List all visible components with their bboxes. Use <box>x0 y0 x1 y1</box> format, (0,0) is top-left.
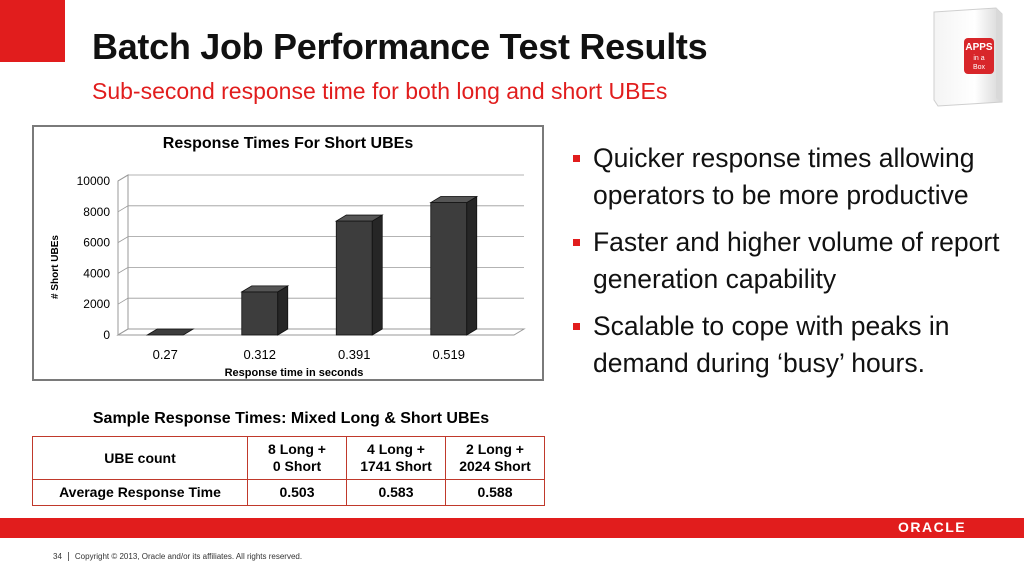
chart-y-tick-label: 4000 <box>83 266 110 280</box>
apps-in-a-box-icon: APPS in a Box <box>933 7 1003 107</box>
bullet-square-icon <box>573 239 580 246</box>
slide-title: Batch Job Performance Test Results <box>92 26 708 67</box>
chart-bar-top <box>334 214 384 222</box>
chart-title: Response Times For Short UBEs <box>163 135 414 152</box>
bar-chart: Response Times For Short UBEs # Short UB… <box>32 125 544 381</box>
copyright: Copyright © 2013, Oracle and/or its affi… <box>74 552 303 561</box>
table-cell: 0.583 <box>346 479 446 506</box>
header-line: 0 Short <box>272 458 322 474</box>
bar-chart-svg: Response Times For Short UBEs # Short UB… <box>50 135 526 379</box>
badge-line3: Box <box>973 64 986 71</box>
footer: 34 Copyright © 2013, Oracle and/or its af… <box>53 552 303 562</box>
table-row-label: Average Response Time <box>32 479 248 506</box>
chart-bar-side <box>371 214 383 336</box>
chart-gridline <box>117 205 524 213</box>
bullet-item: Quicker response times allowing operator… <box>573 140 1003 214</box>
table-row: Average Response Time 0.503 0.583 0.588 <box>32 479 545 506</box>
table-header-cell: 2 Long +2024 Short <box>445 436 545 480</box>
chart-gridline <box>117 328 524 336</box>
chart-x-tick-label: 0.519 <box>432 347 465 362</box>
bullet-text: Scalable to cope with peaks in demand du… <box>593 311 950 378</box>
chart-gridline <box>117 174 524 182</box>
header-line: 1741 Short <box>360 458 432 474</box>
chart-y-tick-label: 10000 <box>77 174 111 188</box>
bullet-list: Quicker response times allowing operator… <box>573 140 1003 392</box>
bullet-item: Scalable to cope with peaks in demand du… <box>573 308 1003 382</box>
chart-bar-side <box>277 285 289 336</box>
chart-y-tick-label: 8000 <box>83 205 110 219</box>
header-line: 2024 Short <box>459 458 531 474</box>
footer-red-bar <box>0 518 1024 538</box>
header-line: 4 Long + <box>367 441 425 457</box>
bullet-square-icon <box>573 323 580 330</box>
table-header-row: UBE count 8 Long +0 Short 4 Long +1741 S… <box>32 436 545 480</box>
footer-divider <box>67 552 69 562</box>
chart-bar-top <box>240 285 290 293</box>
chart-y-axis-label: # Short UBEs <box>50 235 61 299</box>
chart-y-tick-label: 0 <box>103 328 110 342</box>
table-title: Sample Response Times: Mixed Long & Shor… <box>92 410 490 427</box>
table-cell: 0.588 <box>445 479 545 506</box>
brand-red-block <box>0 0 65 62</box>
bullet-text: Quicker response times allowing operator… <box>593 143 975 210</box>
chart-y-tick-label: 2000 <box>83 297 110 311</box>
chart-gridline <box>117 236 524 243</box>
bullet-item: Faster and higher volume of report gener… <box>573 224 1003 298</box>
chart-x-tick-label: 0.27 <box>153 347 178 362</box>
chart-bar <box>430 202 468 336</box>
chart-bar <box>335 220 373 336</box>
badge-line2: in a <box>973 55 984 62</box>
table-header-cell: UBE count <box>32 436 248 480</box>
chart-gridline <box>117 266 524 274</box>
bullet-text: Faster and higher volume of report gener… <box>593 227 1000 294</box>
table-header-cell: 8 Long +0 Short <box>247 436 347 480</box>
header-line: 2 Long + <box>466 441 524 457</box>
page-number: 34 <box>53 552 62 561</box>
chart-x-tick-label: 0.391 <box>338 347 371 362</box>
oracle-logo: ORACLE <box>898 519 967 535</box>
header-line: 8 Long + <box>268 441 326 457</box>
bullet-square-icon <box>573 155 580 162</box>
chart-x-axis-label: Response time in seconds <box>225 367 364 379</box>
response-times-table: UBE count 8 Long +0 Short 4 Long +1741 S… <box>32 436 545 506</box>
chart-bar-top <box>429 196 479 203</box>
badge-line1: APPS <box>965 42 993 53</box>
chart-bar <box>145 328 195 336</box>
table-cell: 0.503 <box>247 479 347 506</box>
chart-bar-side <box>466 195 478 336</box>
table-header-cell: 4 Long +1741 Short <box>346 436 446 480</box>
chart-gridline <box>117 297 524 305</box>
chart-x-tick-label: 0.312 <box>243 347 276 362</box>
chart-y-tick-label: 6000 <box>83 236 110 250</box>
chart-side-wall <box>117 174 129 336</box>
chart-bar <box>241 291 279 336</box>
slide-subtitle: Sub-second response time for both long a… <box>92 78 668 104</box>
